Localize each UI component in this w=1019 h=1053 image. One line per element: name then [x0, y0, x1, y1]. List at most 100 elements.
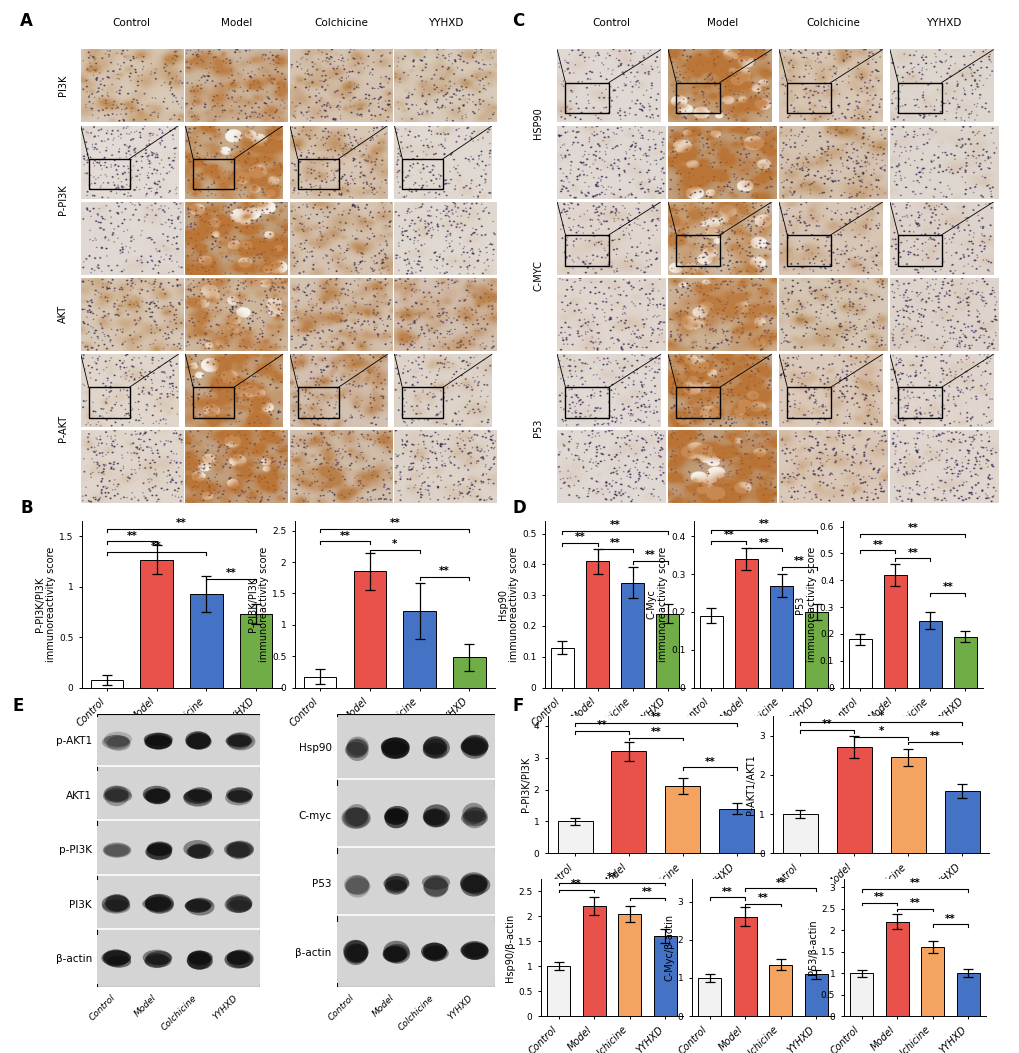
Ellipse shape — [422, 946, 448, 961]
Text: C-MYC: C-MYC — [533, 260, 542, 292]
Ellipse shape — [460, 737, 488, 755]
Bar — [298, 388, 338, 418]
Text: p-AKT1: p-AKT1 — [56, 736, 92, 747]
Text: **: ** — [606, 872, 616, 882]
Text: P-PI3K: P-PI3K — [58, 184, 68, 215]
Bar — [621, 583, 643, 688]
Ellipse shape — [226, 900, 252, 912]
Ellipse shape — [382, 946, 407, 962]
Ellipse shape — [383, 947, 406, 961]
Text: PI3K: PI3K — [58, 75, 68, 96]
Text: Control: Control — [88, 993, 117, 1022]
Ellipse shape — [104, 732, 131, 747]
Ellipse shape — [104, 788, 128, 807]
Ellipse shape — [346, 945, 368, 961]
Bar — [769, 585, 792, 688]
Bar — [610, 751, 646, 853]
Ellipse shape — [464, 942, 486, 959]
Text: **: ** — [907, 523, 917, 534]
Ellipse shape — [344, 742, 367, 758]
Ellipse shape — [104, 786, 128, 802]
Ellipse shape — [343, 943, 367, 966]
Text: Model: Model — [370, 993, 395, 1018]
Ellipse shape — [186, 734, 212, 750]
Bar — [849, 973, 872, 1016]
Text: F: F — [512, 697, 523, 715]
Bar — [191, 594, 222, 688]
Ellipse shape — [187, 788, 212, 801]
Bar — [804, 974, 827, 1016]
Ellipse shape — [384, 879, 407, 895]
Text: **: ** — [596, 720, 606, 731]
Ellipse shape — [343, 940, 368, 963]
Bar — [898, 388, 941, 418]
Ellipse shape — [143, 897, 171, 910]
Ellipse shape — [102, 895, 130, 913]
Ellipse shape — [185, 731, 210, 749]
Text: **: ** — [226, 568, 236, 578]
Bar — [239, 614, 272, 688]
Ellipse shape — [345, 804, 368, 827]
Ellipse shape — [227, 788, 253, 803]
Bar — [735, 559, 757, 688]
Bar — [550, 648, 574, 688]
Text: YYHXD: YYHXD — [925, 19, 961, 28]
Ellipse shape — [104, 735, 129, 748]
Bar — [97, 935, 260, 984]
Ellipse shape — [381, 738, 408, 758]
Ellipse shape — [187, 845, 210, 859]
Text: **: ** — [439, 565, 449, 576]
Text: **: ** — [609, 538, 620, 549]
Bar — [898, 82, 941, 113]
Ellipse shape — [186, 951, 211, 970]
Ellipse shape — [384, 808, 407, 826]
Ellipse shape — [227, 735, 251, 749]
Text: Model: Model — [132, 993, 158, 1018]
Text: Model: Model — [706, 19, 737, 28]
Bar — [557, 821, 592, 853]
Ellipse shape — [187, 951, 211, 966]
Y-axis label: P-PI3K/PI3K
immunoreactivity score: P-PI3K/PI3K immunoreactivity score — [35, 547, 56, 662]
Text: C-myc: C-myc — [299, 811, 331, 821]
Ellipse shape — [345, 875, 369, 897]
Ellipse shape — [423, 804, 449, 827]
Text: **: ** — [929, 731, 940, 741]
Text: **: ** — [722, 530, 734, 540]
Ellipse shape — [461, 941, 488, 959]
Ellipse shape — [342, 940, 367, 962]
Text: **: ** — [644, 551, 655, 560]
Ellipse shape — [462, 802, 484, 824]
Y-axis label: P-PI3K/PI3K: P-PI3K/PI3K — [521, 757, 530, 812]
Y-axis label: Hsp90/β-actin: Hsp90/β-actin — [504, 913, 515, 981]
Text: HSP90: HSP90 — [533, 107, 542, 139]
Bar — [655, 614, 679, 688]
Ellipse shape — [145, 735, 171, 749]
Ellipse shape — [184, 790, 212, 803]
Bar — [97, 880, 260, 930]
Text: D: D — [512, 499, 525, 517]
Ellipse shape — [187, 951, 213, 965]
Ellipse shape — [423, 877, 448, 896]
Text: Model: Model — [220, 19, 252, 28]
Text: β-actin: β-actin — [55, 954, 92, 965]
Bar — [804, 612, 827, 688]
Ellipse shape — [462, 735, 488, 756]
Ellipse shape — [384, 809, 408, 824]
Text: Colchicine: Colchicine — [314, 19, 368, 28]
Ellipse shape — [343, 875, 369, 894]
Ellipse shape — [185, 897, 214, 915]
Bar — [836, 748, 871, 853]
Ellipse shape — [464, 808, 487, 822]
Ellipse shape — [227, 842, 250, 859]
Text: **: ** — [909, 878, 919, 889]
Text: Control: Control — [326, 993, 356, 1022]
Bar — [404, 611, 435, 688]
Text: *: * — [877, 727, 883, 736]
Text: *: * — [391, 539, 397, 550]
Bar — [304, 677, 336, 688]
Y-axis label: P53
immunoreactivity score: P53 immunoreactivity score — [795, 547, 816, 662]
Ellipse shape — [227, 733, 251, 748]
Text: p-PI3K: p-PI3K — [59, 846, 92, 855]
Bar — [699, 616, 722, 688]
Ellipse shape — [227, 790, 252, 802]
